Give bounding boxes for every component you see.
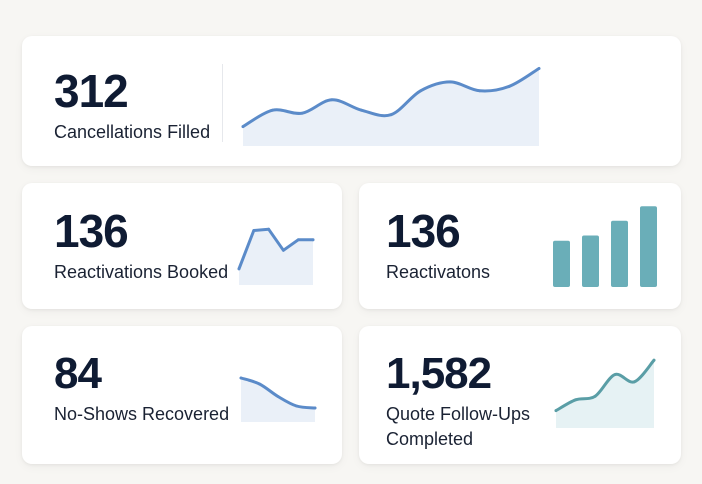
no-shows-chart-point-0	[239, 376, 243, 380]
kpi-value: 84	[54, 349, 102, 398]
quote-follow-ups-chart-line	[554, 358, 656, 413]
quote-follow-ups-chart-point-4	[633, 380, 636, 384]
kpi-value: 136	[386, 205, 461, 257]
quote-follow-ups-trend-chart	[554, 358, 656, 428]
kpi-value: 136	[54, 205, 129, 257]
quote-follow-ups-chart-point-1	[574, 398, 577, 402]
kpi-value: 1,582	[386, 349, 492, 398]
cancellations-chart-point-10	[537, 67, 541, 70]
reactivations-booked-chart-point-4	[296, 238, 300, 242]
kpi-value: 312	[54, 65, 129, 117]
kpi-label-line-2: Completed	[386, 429, 474, 449]
cancellations-chart-point-1	[271, 108, 274, 112]
reactivatons-chart-bar-0	[553, 240, 570, 287]
kpi-label: No-Shows Recovered	[54, 404, 230, 424]
cancellations-chart-point-9	[508, 84, 511, 88]
quote-follow-ups-chart-point-2	[593, 394, 597, 398]
cancellations-chart-point-0	[241, 125, 245, 128]
cancellations-chart-point-5	[389, 113, 393, 117]
kpi-card-reactivatons: 136 Reactivatons	[359, 183, 681, 309]
quote-follow-ups-chart-point-3	[613, 373, 617, 376]
cancellations-chart-point-4	[360, 108, 363, 112]
reactivatons-chart-bar-3	[640, 206, 657, 287]
kpi-label-line-1: Quote Follow-Ups	[386, 404, 531, 424]
kpi-card-no-shows-recovered: 84 No-Shows Recovered	[22, 326, 342, 464]
cancellations-chart-point-2	[300, 111, 304, 115]
no-shows-chart-point-3	[295, 404, 298, 408]
kpi-label: Cancellations Filled	[54, 122, 211, 142]
kpi-label: Reactivations Booked	[54, 262, 229, 282]
cancellations-trend-chart	[241, 67, 541, 146]
no-shows-chart-area	[241, 378, 315, 422]
cancellations-chart-point-6	[419, 89, 422, 93]
no-shows-chart-point-4	[313, 406, 317, 410]
quote-follow-ups-chart-area	[556, 360, 654, 428]
kpi-card-reactivations-booked: 136 Reactivations Booked	[22, 183, 342, 309]
reactivatons-bar-chart	[553, 206, 657, 287]
quote-follow-ups-chart-point-5	[652, 358, 656, 362]
card-divider	[222, 64, 223, 142]
reactivatons-chart-bar-1	[582, 235, 599, 287]
cancellations-chart-area	[243, 68, 539, 146]
reactivations-booked-trend-chart	[237, 227, 315, 285]
quote-follow-ups-chart-point-0	[554, 409, 558, 412]
no-shows-chart-point-2	[276, 395, 280, 398]
reactivatons-chart-bar-2	[611, 220, 628, 287]
reactivations-booked-chart-point-1	[252, 229, 256, 232]
kpi-card-cancellations-filled: 312 Cancellations Filled	[22, 36, 681, 166]
cancellations-chart-point-3	[330, 98, 334, 102]
reactivations-booked-chart-line	[237, 227, 315, 271]
reactivations-booked-chart-point-2	[267, 227, 270, 231]
reactivations-booked-chart-point-3	[282, 248, 285, 252]
reactivations-booked-chart-point-0	[237, 267, 241, 271]
no-shows-trend-chart	[239, 376, 317, 422]
cancellations-chart-point-7	[448, 80, 452, 84]
cancellations-chart-point-8	[478, 89, 482, 93]
kpi-label: Reactivatons	[386, 262, 491, 282]
no-shows-chart-point-1	[258, 382, 261, 386]
reactivations-booked-chart-point-5	[311, 238, 315, 242]
kpi-card-quote-follow-ups: 1,582 Quote Follow-Ups Completed	[359, 326, 681, 464]
